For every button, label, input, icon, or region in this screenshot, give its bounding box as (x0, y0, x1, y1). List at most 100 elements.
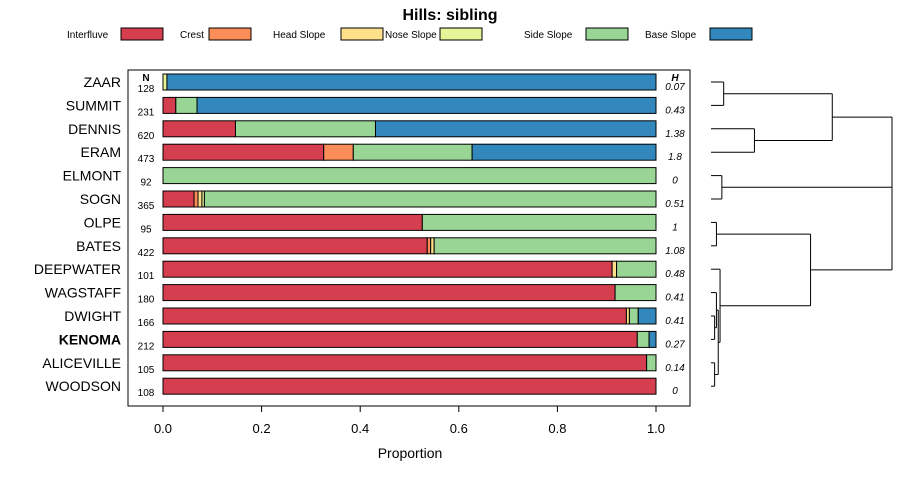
bar-segment-sogn-crest (193, 190, 199, 208)
row-label: WOODSON (46, 378, 121, 394)
bar-segment-deepwater-head-slope (611, 260, 618, 278)
bar-segment-sogn-side-slope (203, 190, 657, 208)
bar-segment-aliceville-interfluve (162, 354, 648, 372)
bar-segment-wagstaff-interfluve (162, 284, 616, 302)
h-value: 0 (672, 176, 678, 187)
h-value: 1.08 (665, 246, 685, 257)
bar-segment-kenoma-base-slope (648, 330, 657, 348)
bar-segment-eram-base-slope (471, 143, 657, 161)
bar-segment-bates-side-slope (433, 237, 657, 255)
x-tick-label: 0.8 (548, 421, 566, 436)
bar-segment-summit-interfluve (162, 96, 177, 114)
row-label: WAGSTAFF (45, 285, 121, 301)
h-value: 0.07 (665, 82, 685, 93)
bar-segment-eram-side-slope (352, 143, 473, 161)
row-label: OLPE (84, 214, 121, 230)
bar-segment-bates-interfluve (162, 237, 428, 255)
n-header: N (142, 73, 149, 84)
n-value: 101 (138, 271, 155, 282)
legend-swatch (120, 27, 164, 41)
n-value: 128 (138, 84, 155, 95)
h-value: 0.41 (665, 316, 684, 327)
bar-segment-elmont-side-slope (162, 167, 657, 185)
n-value: 620 (138, 131, 155, 142)
n-value: 105 (138, 365, 155, 376)
legend-swatch (439, 27, 483, 41)
n-value: 365 (138, 201, 155, 212)
legend-swatch (709, 27, 753, 41)
bar-segment-dennis-side-slope (234, 120, 376, 138)
h-value: 0.51 (665, 199, 684, 210)
bar-segment-woodson-interfluve (162, 377, 657, 395)
bar-segment-dennis-base-slope (374, 120, 657, 138)
bar-segment-kenoma-side-slope (636, 330, 650, 348)
legend-label: Side Slope (524, 30, 573, 41)
row-label: ERAM (81, 144, 121, 160)
legend-swatch (208, 27, 252, 41)
x-tick-label: 0.4 (351, 421, 369, 436)
legend-label: Interfluve (67, 30, 109, 41)
n-value: 166 (138, 318, 155, 329)
h-value: 0.27 (665, 339, 685, 350)
h-value: 0 (672, 386, 678, 397)
h-value: 0.48 (665, 269, 685, 280)
bar-segment-olpe-interfluve (162, 213, 423, 231)
bar-segment-eram-crest (323, 143, 354, 161)
bar-segment-deepwater-side-slope (616, 260, 657, 278)
n-value: 212 (138, 341, 155, 352)
h-value: 1 (672, 222, 678, 233)
legend-label: Nose Slope (385, 30, 437, 41)
chart-title: Hills: sibling (402, 7, 497, 24)
bar-segment-dennis-interfluve (162, 120, 236, 138)
bar-segment-zaar-nose-slope (162, 73, 168, 91)
bar-segment-dwight-interfluve (162, 307, 627, 325)
h-value: 1.38 (665, 129, 685, 140)
legend-swatch (585, 27, 629, 41)
row-label: BATES (76, 238, 121, 254)
legend-label: Crest (180, 30, 204, 41)
row-label: ZAAR (84, 74, 121, 90)
legend: Interfluve Crest Head Slope Nose Slope Side … (67, 27, 753, 41)
row-label: ELMONT (63, 168, 122, 184)
row-label: ALICEVILLE (42, 355, 121, 371)
bar-segment-zaar-base-slope (166, 73, 657, 91)
bar-segment-bates-crest (426, 237, 432, 255)
row-label: SUMMIT (66, 97, 122, 113)
h-value: 0.14 (665, 363, 685, 374)
plot-frame (127, 69, 691, 407)
row-label: DEEPWATER (34, 261, 121, 277)
h-value: 0.43 (665, 105, 685, 116)
x-tick-label: 0.2 (253, 421, 271, 436)
n-value: 95 (140, 224, 152, 235)
row-label: SOGN (80, 191, 121, 207)
n-value: 231 (138, 107, 155, 118)
row-label: DWIGHT (64, 308, 121, 324)
x-axis-label: Proportion (378, 445, 443, 461)
bar-segment-olpe-side-slope (421, 213, 657, 231)
bar-segment-summit-side-slope (175, 96, 198, 114)
bar-segment-wagstaff-side-slope (614, 284, 657, 302)
h-value: 1.8 (668, 152, 682, 163)
bar-segment-dwight-base-slope (637, 307, 657, 325)
row-label: DENNIS (68, 121, 121, 137)
n-value: 473 (138, 154, 155, 165)
legend-label: Head Slope (273, 30, 326, 41)
bar-segment-eram-interfluve (162, 143, 325, 161)
bar-segment-aliceville-side-slope (646, 354, 657, 372)
bar-segment-summit-base-slope (196, 96, 657, 114)
row-label: KENOMA (59, 331, 121, 347)
legend-swatch (340, 27, 384, 41)
bar-segment-sogn-interfluve (162, 190, 195, 208)
legend-label: Base Slope (645, 30, 697, 41)
x-tick-label: 0.6 (450, 421, 468, 436)
bar-segment-deepwater-interfluve (162, 260, 613, 278)
bar-segment-bates-head-slope (430, 237, 435, 255)
dendrogram (711, 81, 893, 387)
n-value: 180 (138, 295, 155, 306)
x-tick-label: 0.0 (154, 421, 172, 436)
h-value: 0.41 (665, 293, 684, 304)
plot-area: N H ZAAR 128 0.07 SUMMIT 231 0.43 DENNIS 620 1.38 E… (34, 69, 691, 436)
n-value: 422 (138, 248, 155, 259)
n-value: 108 (138, 388, 155, 399)
